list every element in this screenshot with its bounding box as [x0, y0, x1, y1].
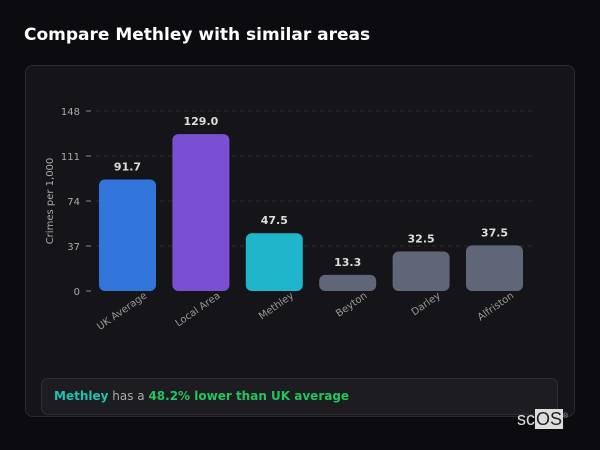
- y-tick-label: 148: [61, 107, 80, 118]
- callout-stat: 48.2% lower than UK average: [148, 389, 350, 403]
- bar: [319, 274, 377, 291]
- x-tick-label: Alfriston: [476, 290, 516, 323]
- data-label: 129.0: [184, 115, 219, 128]
- x-tick-label: Beyton: [334, 290, 369, 319]
- data-label: 91.7: [114, 160, 141, 173]
- x-tick-label: Methley: [257, 290, 296, 322]
- data-label: 37.5: [481, 226, 508, 239]
- bar: [392, 251, 450, 291]
- y-tick-label: 111: [61, 152, 80, 163]
- y-tick-label: 37: [67, 242, 80, 253]
- x-tick-label: UK Average: [95, 290, 149, 332]
- x-tick-label: Darley: [410, 290, 443, 318]
- bar: [172, 134, 230, 291]
- x-tick-label: Local Area: [174, 290, 223, 329]
- bar: [466, 245, 523, 291]
- page-title: Compare Methley with similar areas: [24, 25, 371, 45]
- comparison-callout: Methley has a 48.2% lower than UK averag…: [41, 378, 558, 415]
- data-label: 47.5: [261, 214, 288, 227]
- bar: [245, 233, 303, 291]
- bar: [99, 179, 156, 291]
- callout-text: has a: [108, 389, 149, 403]
- y-axis-label: Crimes per 1,000: [45, 158, 56, 245]
- data-label: 13.3: [334, 256, 361, 269]
- data-label: 32.5: [408, 232, 435, 245]
- callout-area: Methley: [54, 389, 109, 403]
- scos-logo: scOS®: [517, 409, 569, 429]
- y-tick-label: 74: [67, 197, 80, 208]
- y-tick-label: 0: [74, 287, 80, 298]
